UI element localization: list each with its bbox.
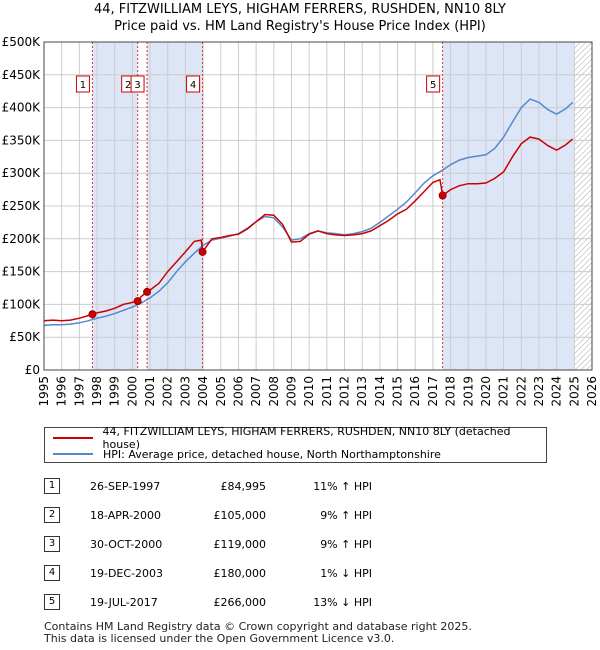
y-tick-label: £50K — [9, 330, 41, 344]
sale-label: 4 — [190, 80, 196, 91]
sale-label-box — [186, 75, 201, 93]
sale-point — [438, 191, 447, 200]
transaction-date: 26-SEP-1997 — [90, 480, 161, 493]
y-tick-label: £300K — [2, 166, 42, 180]
x-tick-label: 2007 — [249, 376, 263, 407]
footer-copyright: Contains HM Land Registry data © Crown c… — [44, 620, 472, 633]
transaction-price: £119,000 — [213, 538, 267, 551]
sale-label: 2 — [125, 80, 131, 91]
y-tick-label: £350K — [2, 133, 42, 147]
transaction-hpi-diff: 9% ↑ HPI — [320, 538, 372, 551]
x-tick-label: 2003 — [178, 376, 192, 407]
sale-label: 3 — [134, 80, 140, 91]
y-tick-label: £400K — [2, 101, 42, 115]
x-tick-label: 2011 — [320, 376, 334, 407]
x-tick-label: 1999 — [108, 376, 122, 407]
transaction-price: £180,000 — [213, 567, 267, 580]
x-tick-label: 2002 — [161, 376, 175, 407]
sale-point — [143, 287, 152, 296]
x-tick-label: 2012 — [338, 376, 352, 407]
transaction-row: 5 19-JUL-2017 £266,000 13% ↓ HPI — [44, 593, 564, 615]
x-tick-label: 2020 — [479, 376, 493, 407]
legend-swatch-property — [53, 437, 93, 439]
transaction-number: 2 — [44, 507, 60, 523]
x-tick-label: 2024 — [550, 376, 564, 407]
transaction-hpi-diff: 1% ↓ HPI — [320, 567, 372, 580]
y-tick-label: £0 — [25, 363, 40, 377]
sale-label-box — [75, 75, 90, 93]
transaction-number: 1 — [44, 478, 60, 494]
plot-frame — [43, 41, 593, 371]
footer-licence: This data is licensed under the Open Gov… — [44, 632, 395, 645]
x-tick-label: 2026 — [585, 376, 599, 407]
chart-subtitle: Price paid vs. HM Land Registry's House … — [114, 19, 486, 34]
x-tick-label: 2008 — [267, 376, 281, 407]
x-tick-label: 2006 — [231, 376, 245, 407]
transaction-number: 4 — [44, 565, 60, 581]
x-tick-label: 2016 — [408, 376, 422, 407]
transaction-row: 1 26-SEP-1997 £84,995 11% ↑ HPI — [44, 477, 564, 499]
sale-point — [88, 310, 97, 319]
legend-swatch-hpi — [53, 453, 93, 455]
transaction-hpi-diff: 11% ↑ HPI — [313, 480, 372, 493]
x-tick-label: 2000 — [125, 376, 139, 407]
y-tick-label: £250K — [2, 199, 42, 213]
x-tick-label: 2013 — [355, 376, 369, 407]
x-tick-label: 2025 — [567, 376, 581, 407]
transaction-hpi-diff: 9% ↑ HPI — [320, 509, 372, 522]
legend-item-hpi: HPI: Average price, detached house, Nort… — [53, 446, 441, 462]
x-tick-label: 2014 — [373, 376, 387, 407]
legend: 44, FITZWILLIAM LEYS, HIGHAM FERRERS, RU… — [44, 425, 547, 463]
sale-point — [133, 297, 142, 306]
transaction-date: 19-DEC-2003 — [90, 567, 164, 580]
y-tick-label: £200K — [2, 232, 42, 246]
x-tick-label: 1998 — [90, 376, 104, 407]
x-tick-label: 2001 — [143, 376, 157, 407]
x-tick-label: 1995 — [37, 376, 51, 407]
x-tick-label: 2018 — [444, 376, 458, 407]
transaction-date: 19-JUL-2017 — [90, 596, 158, 609]
transaction-row: 4 19-DEC-2003 £180,000 1% ↓ HPI — [44, 564, 564, 586]
sale-label-box — [130, 75, 145, 93]
x-tick-label: 2004 — [196, 376, 210, 407]
sale-label: 5 — [430, 80, 436, 91]
sale-label-box — [426, 75, 441, 93]
legend-label-hpi: HPI: Average price, detached house, Nort… — [103, 447, 441, 461]
y-tick-label: £100K — [2, 297, 42, 311]
y-tick-label: £500K — [2, 35, 42, 49]
x-tick-label: 2022 — [514, 376, 528, 407]
property-price-line — [43, 136, 574, 322]
x-tick-label: 2005 — [214, 376, 228, 407]
x-tick-label: 2010 — [302, 376, 316, 407]
x-tick-label: 2021 — [497, 376, 511, 407]
transaction-price: £84,995 — [220, 480, 267, 493]
legend-label-property: 44, FITZWILLIAM LEYS, HIGHAM FERRERS, RU… — [102, 425, 511, 451]
transaction-row: 2 18-APR-2000 £105,000 9% ↑ HPI — [44, 506, 564, 528]
y-tick-label: £450K — [2, 68, 42, 82]
x-tick-label: 2019 — [461, 376, 475, 407]
x-tick-label: 2015 — [391, 376, 405, 407]
transaction-price: £105,000 — [213, 509, 267, 522]
transaction-price: £266,000 — [213, 596, 267, 609]
x-tick-label: 1997 — [72, 376, 86, 407]
legend-item-property: 44, FITZWILLIAM LEYS, HIGHAM FERRERS, RU… — [53, 425, 546, 451]
transaction-date: 30-OCT-2000 — [90, 538, 163, 551]
x-tick-label: 2017 — [426, 376, 440, 407]
y-tick-label: £150K — [2, 265, 42, 279]
sale-label: 1 — [80, 80, 86, 91]
chart-title: 44, FITZWILLIAM LEYS, HIGHAM FERRERS, RU… — [94, 2, 506, 17]
x-tick-label: 2009 — [284, 376, 298, 407]
transaction-date: 18-APR-2000 — [90, 509, 162, 522]
transaction-row: 3 30-OCT-2000 £119,000 9% ↑ HPI — [44, 535, 564, 557]
x-tick-label: 2023 — [532, 376, 546, 407]
transaction-hpi-diff: 13% ↓ HPI — [313, 596, 372, 609]
transaction-number: 5 — [44, 594, 60, 610]
x-tick-label: 1996 — [55, 376, 69, 407]
transaction-number: 3 — [44, 536, 60, 552]
sale-point — [198, 247, 207, 256]
